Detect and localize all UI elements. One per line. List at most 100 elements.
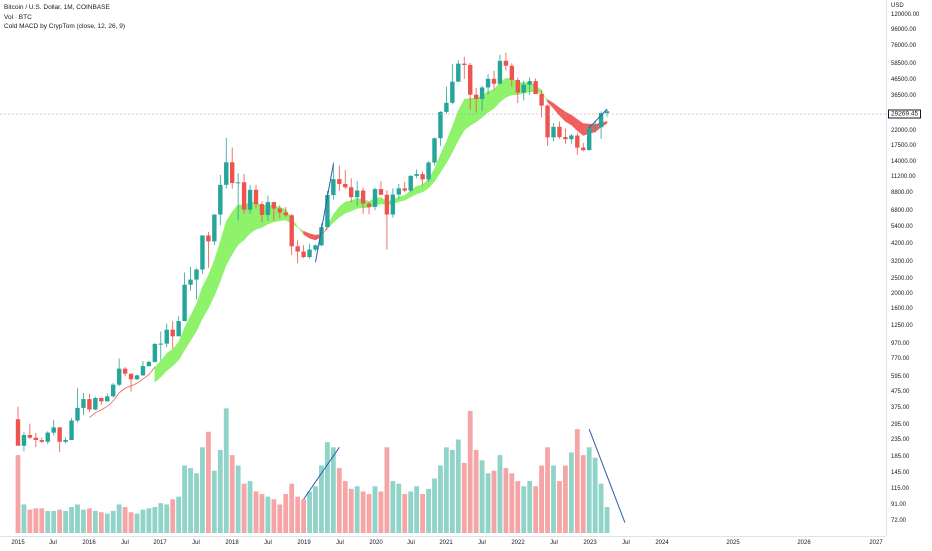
candle-body bbox=[349, 187, 354, 198]
price-tick: 14000.00 bbox=[891, 158, 917, 165]
volume-bar bbox=[402, 494, 408, 533]
volume-bar bbox=[396, 483, 402, 533]
volume-bar bbox=[336, 468, 342, 533]
volume-bar bbox=[134, 513, 140, 533]
trendline-2023-price[interactable] bbox=[588, 108, 608, 129]
candle-body bbox=[408, 175, 413, 191]
time-axis[interactable]: 2015 Jul 2016 Jul 2017 Jul 2018 Jul 2019 Jul 2020 J… bbox=[0, 536, 886, 551]
candle-body bbox=[230, 162, 235, 184]
trendline-2023-volume[interactable] bbox=[588, 428, 626, 523]
volume-bar bbox=[188, 468, 193, 533]
volume-bar bbox=[479, 460, 485, 533]
volume-bar bbox=[491, 470, 497, 533]
candle-body bbox=[307, 249, 312, 258]
volume-bar bbox=[45, 510, 51, 533]
time-tick: Jul bbox=[264, 540, 272, 546]
macd-band-bull-segment bbox=[350, 197, 358, 212]
price-plot[interactable] bbox=[0, 0, 886, 536]
macd-early-line bbox=[89, 366, 156, 418]
volume-bar bbox=[92, 510, 98, 533]
macd-band-bull-segment bbox=[208, 260, 215, 309]
time-tick: 2027 bbox=[869, 540, 883, 546]
volume-bar bbox=[307, 491, 312, 533]
time-tick: Jul bbox=[49, 540, 57, 546]
macd-band-bull-segment bbox=[458, 99, 465, 142]
macd-band-bull-segment bbox=[202, 275, 209, 320]
volume-bar bbox=[426, 488, 431, 533]
volume-bar bbox=[527, 481, 533, 533]
volume-bar bbox=[574, 429, 580, 533]
price-tick: 76000.00 bbox=[891, 43, 917, 50]
macd-band-bull-segment bbox=[422, 178, 429, 193]
volume-bar bbox=[110, 510, 116, 533]
candle-body bbox=[283, 212, 288, 216]
trendline-2019-price[interactable] bbox=[315, 163, 334, 263]
volume-bar bbox=[384, 447, 390, 533]
volume-bar bbox=[21, 504, 27, 533]
volume-bar bbox=[229, 455, 235, 533]
candle-body bbox=[128, 373, 134, 380]
candle-body bbox=[259, 204, 265, 215]
time-tick: 2021 bbox=[439, 540, 453, 546]
volume-bar bbox=[360, 491, 366, 533]
macd-band-bull-segment bbox=[166, 348, 173, 372]
candle-body bbox=[462, 63, 467, 65]
volume-bar bbox=[580, 455, 586, 533]
trendlines bbox=[303, 108, 626, 523]
candle-body bbox=[87, 399, 92, 410]
volume-bar bbox=[557, 481, 562, 533]
candle-body bbox=[432, 138, 437, 163]
volume-bar bbox=[265, 496, 271, 533]
candle-body bbox=[319, 227, 324, 246]
volume-bar bbox=[295, 496, 301, 533]
macd-band-bull-segment bbox=[160, 352, 167, 378]
price-tick: 11200.00 bbox=[891, 173, 916, 180]
volume-bar bbox=[378, 491, 384, 533]
price-tick: 120000.00 bbox=[891, 12, 920, 18]
macd-band-bull-segment bbox=[469, 97, 477, 126]
chart-legend: Bitcoin / U.S. Dollar, 1M, COINBASE Vol … bbox=[4, 3, 125, 32]
volume-indicator-label[interactable]: Vol · BTC bbox=[4, 13, 32, 21]
volume-bar bbox=[438, 465, 443, 533]
macd-band-bull-segment bbox=[452, 110, 459, 153]
candle-body bbox=[81, 399, 86, 408]
symbol-title[interactable]: Bitcoin / U.S. Dollar, 1M, COINBASE bbox=[4, 4, 110, 11]
macd-indicator-label[interactable]: Cold MACD by CrypTom (close, 12, 26, 9) bbox=[4, 23, 126, 30]
price-tick: 58500.00 bbox=[891, 61, 917, 67]
candle-body bbox=[265, 202, 271, 215]
macd-band bbox=[89, 77, 608, 418]
volume-bar bbox=[420, 494, 425, 533]
volume-bar bbox=[604, 507, 610, 533]
volume-bar bbox=[57, 509, 63, 533]
volume-bar bbox=[235, 465, 241, 533]
candle-body bbox=[337, 179, 342, 184]
volume-bar bbox=[146, 508, 152, 533]
candle-body bbox=[164, 329, 169, 344]
candle-body bbox=[420, 174, 425, 180]
candle-body bbox=[372, 189, 378, 207]
candle-body bbox=[438, 111, 443, 139]
candle-body bbox=[604, 111, 610, 114]
candle-body bbox=[105, 396, 110, 402]
candle-body bbox=[69, 420, 74, 441]
volume-bar bbox=[467, 410, 473, 533]
price-axis[interactable]: USD 120000.00 96000.00 76000.00 58500.00 465… bbox=[886, 0, 932, 536]
volume-bar bbox=[289, 483, 295, 533]
volume-bar bbox=[461, 462, 467, 533]
price-tick: 970.00 bbox=[891, 340, 910, 347]
time-tick: 2016 bbox=[82, 540, 96, 546]
trendline-2019-volume[interactable] bbox=[303, 447, 340, 500]
chart-area[interactable]: Bitcoin / U.S. Dollar, 1M, COINBASE Vol … bbox=[0, 0, 886, 536]
macd-band-bull-segment bbox=[416, 184, 423, 195]
price-tick: 1600.00 bbox=[891, 306, 913, 313]
candle-body bbox=[247, 189, 253, 210]
candle-body bbox=[212, 214, 217, 242]
candle-body bbox=[539, 94, 544, 106]
price-tick: 595.00 bbox=[891, 373, 910, 380]
volume-bar bbox=[182, 465, 187, 533]
volume-bar bbox=[330, 447, 336, 533]
macd-band-bull-segment bbox=[404, 190, 411, 201]
price-tick: 145.00 bbox=[891, 470, 910, 477]
candlesticks bbox=[15, 52, 610, 453]
candle-body bbox=[241, 182, 247, 210]
